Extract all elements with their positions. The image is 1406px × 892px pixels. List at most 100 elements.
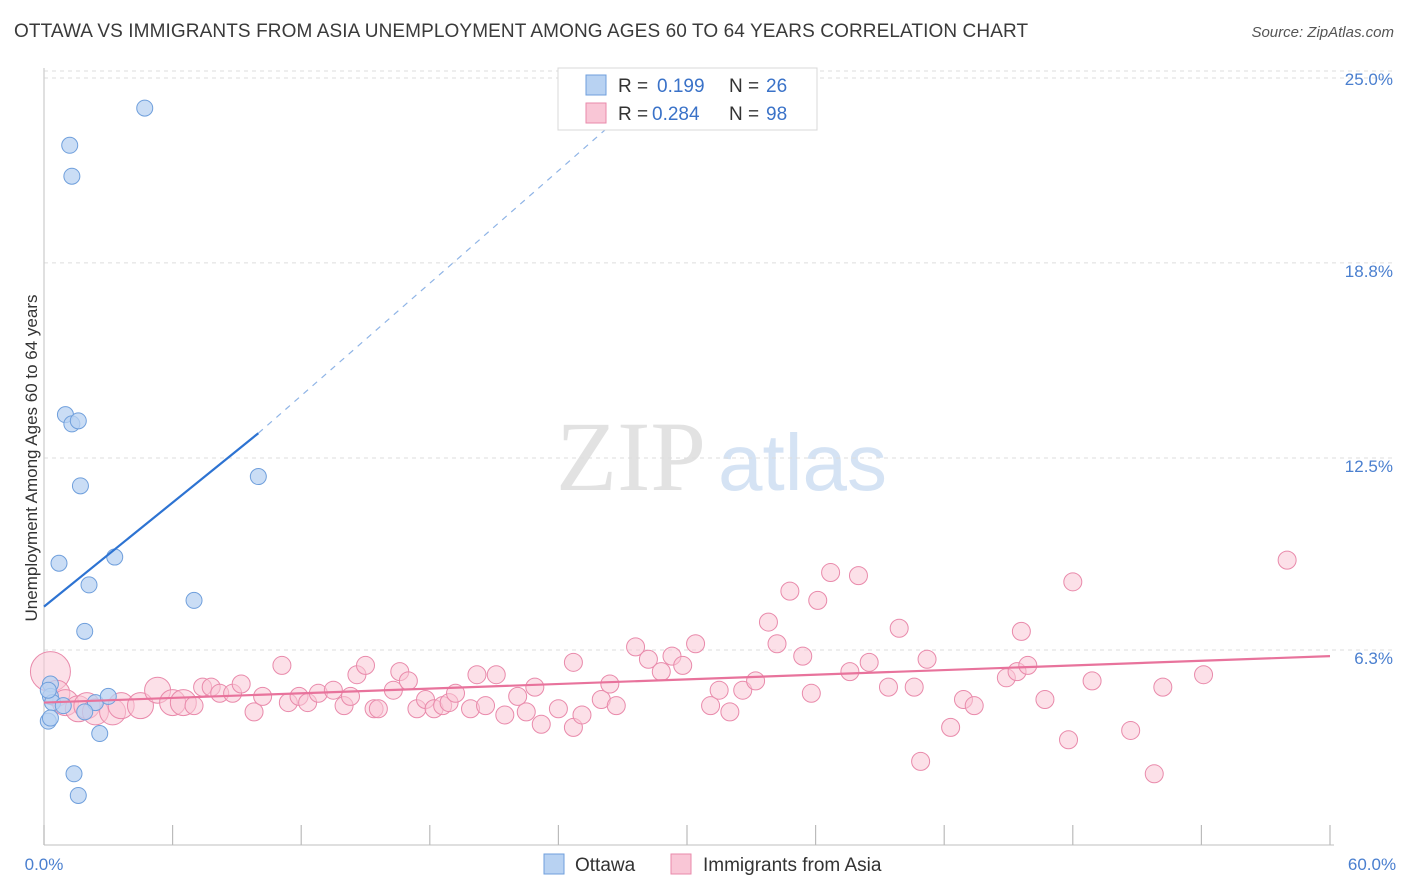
asia-point bbox=[516, 702, 536, 722]
source-label: Source: ZipAtlas.com bbox=[1251, 24, 1394, 41]
asia-point bbox=[340, 686, 360, 706]
asia-point bbox=[1059, 730, 1079, 750]
asia-point bbox=[941, 717, 961, 737]
ottawa-trend-extension bbox=[257, 95, 645, 434]
asia-point bbox=[600, 674, 620, 694]
asia-point bbox=[686, 634, 706, 654]
ottawa-point bbox=[249, 468, 267, 486]
asia-point bbox=[244, 702, 264, 722]
ottawa-point bbox=[69, 786, 87, 804]
ottawa-point bbox=[136, 99, 154, 117]
ottawa-point bbox=[39, 681, 57, 699]
asia-point bbox=[673, 655, 693, 675]
asia-point bbox=[917, 649, 937, 669]
asia-point bbox=[184, 696, 204, 716]
ottawa-point bbox=[54, 697, 72, 715]
asia-point bbox=[709, 680, 729, 700]
bottom-legend-label-asia: Immigrants from Asia bbox=[703, 855, 882, 876]
asia-point bbox=[859, 652, 879, 672]
asia-point bbox=[253, 686, 273, 706]
x-axis-ticks bbox=[43, 825, 1331, 845]
trend-lines bbox=[43, 95, 1331, 704]
ottawa-point bbox=[69, 412, 87, 430]
asia-point bbox=[1153, 677, 1173, 697]
asia-point bbox=[476, 696, 496, 716]
ottawa-point bbox=[80, 576, 98, 594]
asia-point bbox=[323, 680, 343, 700]
legend-swatch-asia bbox=[585, 102, 607, 124]
ottawa-point bbox=[50, 554, 68, 572]
ottawa-point bbox=[91, 725, 109, 743]
legend-r-label-ottawa: R = bbox=[618, 76, 648, 97]
chart-title: OTTAWA VS IMMIGRANTS FROM ASIA UNEMPLOYM… bbox=[14, 21, 1029, 42]
asia-point bbox=[356, 655, 375, 675]
asia-point bbox=[911, 751, 931, 771]
series-immigrants-from-asia bbox=[29, 550, 1297, 784]
asia-point bbox=[626, 637, 646, 657]
y-tick-label: 12.5% bbox=[1345, 457, 1393, 476]
asia-point bbox=[1035, 689, 1055, 709]
asia-point bbox=[1144, 764, 1164, 784]
asia-point bbox=[964, 696, 984, 716]
asia-trend-line bbox=[43, 655, 1331, 704]
asia-point bbox=[525, 677, 545, 697]
asia-point bbox=[467, 665, 487, 685]
legend-r-value-ottawa: 0.199 bbox=[657, 76, 705, 97]
legend-swatch-ottawa bbox=[585, 74, 607, 96]
y-tick-label: 25.0% bbox=[1345, 70, 1393, 89]
ottawa-point bbox=[71, 477, 89, 495]
asia-point bbox=[701, 696, 721, 716]
ottawa-point bbox=[185, 591, 203, 609]
y-tick-label: 18.8% bbox=[1345, 262, 1393, 281]
asia-point bbox=[848, 566, 868, 586]
asia-point bbox=[486, 665, 506, 685]
legend-n-label-asia: N = bbox=[729, 104, 759, 125]
asia-point bbox=[1018, 655, 1038, 675]
legend-r-value-asia: 0.284 bbox=[652, 104, 700, 125]
watermark-atlas: atlas bbox=[718, 418, 887, 507]
asia-point bbox=[821, 563, 841, 583]
legend-n-label-ottawa: N = bbox=[729, 76, 759, 97]
asia-point bbox=[495, 705, 515, 725]
asia-point bbox=[904, 677, 924, 697]
ottawa-point bbox=[63, 167, 81, 185]
y-axis-tick-labels: 6.3% 12.5% 18.8% 25.0% bbox=[1345, 70, 1393, 668]
asia-point bbox=[1121, 720, 1141, 740]
asia-point bbox=[563, 652, 583, 672]
asia-point bbox=[508, 686, 528, 706]
asia-point bbox=[1082, 671, 1102, 691]
asia-point bbox=[746, 671, 766, 691]
legend-n-value-ottawa: 26 bbox=[766, 76, 787, 97]
x-tick-label-min: 0.0% bbox=[25, 855, 64, 874]
y-tick-label: 6.3% bbox=[1354, 649, 1393, 668]
watermark: ZIP atlas bbox=[556, 401, 887, 512]
asia-point bbox=[1277, 550, 1297, 570]
asia-point bbox=[606, 696, 626, 716]
asia-point bbox=[638, 649, 658, 669]
asia-point bbox=[733, 680, 753, 700]
asia-point bbox=[793, 646, 813, 666]
x-tick-label-max: 60.0% bbox=[1348, 855, 1396, 874]
bottom-legend-label-ottawa: Ottawa bbox=[575, 855, 636, 876]
ottawa-point bbox=[99, 687, 117, 705]
asia-point bbox=[1063, 572, 1083, 592]
ottawa-point bbox=[106, 548, 124, 566]
series-ottawa bbox=[39, 99, 267, 804]
asia-point bbox=[572, 705, 592, 725]
watermark-zip: ZIP bbox=[556, 401, 706, 512]
ottawa-point bbox=[76, 622, 94, 640]
ottawa-point bbox=[61, 136, 79, 154]
ottawa-point bbox=[65, 765, 83, 783]
bottom-legend-swatch-ottawa bbox=[543, 853, 565, 875]
correlation-legend: R = 0.199 N = 26 R = 0.284 N = 98 bbox=[557, 67, 818, 131]
gridlines bbox=[44, 70, 1392, 651]
asia-point bbox=[801, 683, 821, 703]
asia-point bbox=[1194, 665, 1214, 685]
bottom-legend-swatch-asia bbox=[670, 853, 692, 875]
asia-point bbox=[368, 699, 388, 719]
asia-point bbox=[548, 699, 568, 719]
legend-r-label-asia: R = bbox=[618, 104, 648, 125]
legend-n-value-asia: 98 bbox=[766, 104, 787, 125]
asia-point bbox=[531, 714, 551, 734]
